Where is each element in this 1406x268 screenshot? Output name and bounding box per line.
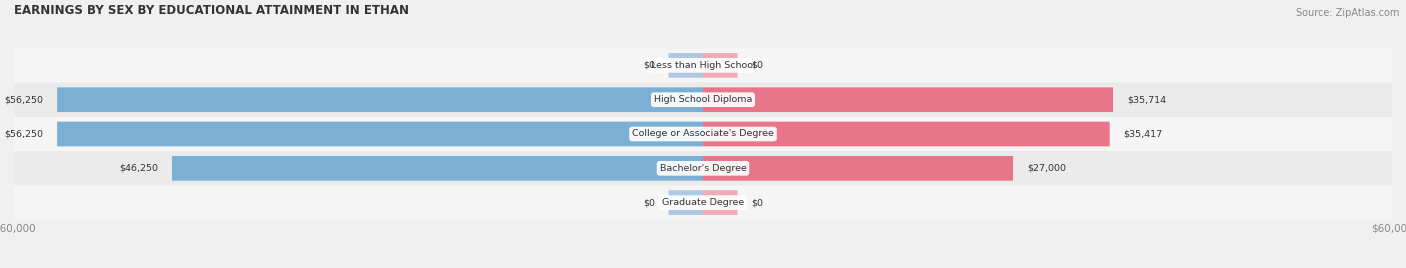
FancyBboxPatch shape: [669, 53, 703, 78]
Text: $35,417: $35,417: [1123, 129, 1163, 139]
FancyBboxPatch shape: [58, 87, 703, 112]
FancyBboxPatch shape: [703, 190, 738, 215]
Text: $27,000: $27,000: [1026, 164, 1066, 173]
Text: $0: $0: [751, 198, 763, 207]
FancyBboxPatch shape: [703, 122, 1109, 146]
Text: $56,250: $56,250: [4, 95, 44, 104]
FancyBboxPatch shape: [172, 156, 703, 181]
Text: EARNINGS BY SEX BY EDUCATIONAL ATTAINMENT IN ETHAN: EARNINGS BY SEX BY EDUCATIONAL ATTAINMEN…: [14, 4, 409, 17]
Text: $35,714: $35,714: [1126, 95, 1166, 104]
FancyBboxPatch shape: [669, 190, 703, 215]
FancyBboxPatch shape: [58, 122, 703, 146]
FancyBboxPatch shape: [14, 48, 1392, 83]
FancyBboxPatch shape: [703, 156, 1012, 181]
Text: $0: $0: [751, 61, 763, 70]
Text: $46,250: $46,250: [120, 164, 157, 173]
FancyBboxPatch shape: [14, 185, 1392, 220]
Text: $56,250: $56,250: [4, 129, 44, 139]
FancyBboxPatch shape: [14, 117, 1392, 151]
FancyBboxPatch shape: [14, 83, 1392, 117]
FancyBboxPatch shape: [14, 151, 1392, 185]
Text: Source: ZipAtlas.com: Source: ZipAtlas.com: [1295, 8, 1399, 18]
Text: High School Diploma: High School Diploma: [654, 95, 752, 104]
Text: Graduate Degree: Graduate Degree: [662, 198, 744, 207]
Text: College or Associate's Degree: College or Associate's Degree: [633, 129, 773, 139]
Text: $0: $0: [643, 61, 655, 70]
FancyBboxPatch shape: [703, 87, 1114, 112]
FancyBboxPatch shape: [703, 53, 738, 78]
Text: Bachelor's Degree: Bachelor's Degree: [659, 164, 747, 173]
Text: Less than High School: Less than High School: [651, 61, 755, 70]
Text: $0: $0: [643, 198, 655, 207]
